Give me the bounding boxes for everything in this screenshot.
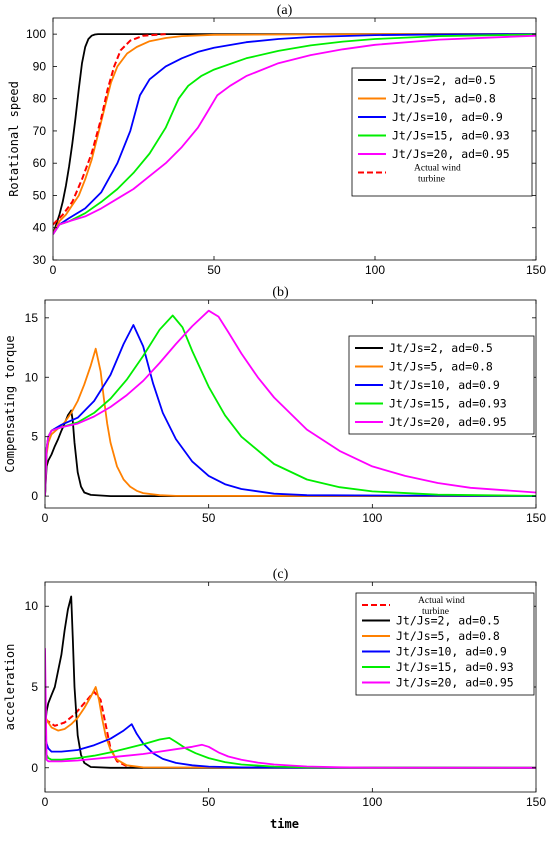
legend-label: Actual wind [414,164,461,174]
x-tick-label: 100 [362,511,382,525]
series-line [45,595,536,769]
legend: Jt/Js=2, ad=0.5 Jt/Js=5, ad=0.8 Jt/Js=10, … [351,67,533,197]
series-line [45,309,536,497]
y-tick-label: 30 [33,253,47,267]
y-tick-label: 60 [33,156,47,170]
panel-title: (a) [277,3,293,18]
y-tick-label: 40 [33,221,47,235]
y-tick-label: 10 [25,370,39,384]
x-tick-label: 0 [42,795,49,809]
legend-label: Jt/Js=20, ad=0.95 [392,147,510,161]
x-tick-label: 50 [207,263,221,277]
series-line [45,648,536,769]
series-line [53,34,536,235]
y-tick-label: 50 [33,188,47,202]
series-group [45,309,536,497]
x-tick-label: 0 [50,263,57,277]
y-tick-label: 15 [25,311,39,325]
chart-panel-0: (a) 0 50 100 150 30 40 50 60 70 80 90 100 Rotational … [7,3,546,277]
x-tick-label: 100 [365,263,385,277]
legend-label: Jt/Js=2, ad=0.5 [396,614,500,628]
plot-frame [44,299,537,509]
legend-label: Jt/Js=2, ad=0.5 [389,341,493,355]
y-tick-label: 0 [31,761,38,775]
x-tick-label: 150 [526,511,546,525]
legend: Jt/Js=2, ad=0.5 Jt/Js=5, ad=0.8 Jt/Js=10, … [348,335,535,435]
legend-label: Jt/Js=10, ad=0.9 [389,378,500,392]
series-group [45,595,536,769]
legend-label: Jt/Js=20, ad=0.95 [389,415,507,429]
legend-label: Jt/Js=20, ad=0.95 [396,676,514,690]
y-axis-label: Rotational speed [7,81,21,197]
x-tick-label: 100 [362,795,382,809]
y-tick-label: 80 [33,92,47,106]
x-tick-label: 50 [202,511,216,525]
series-line [53,33,536,235]
legend-label: Actual wind [418,596,465,606]
panel-title: (c) [273,567,289,582]
plot-frame [52,17,537,261]
x-tick-label: 50 [202,795,216,809]
y-tick-label: 100 [26,27,46,41]
series-line [45,347,536,497]
legend-label: Jt/Js=2, ad=0.5 [392,73,496,87]
y-tick-label: 0 [31,489,38,503]
legend-box [355,592,535,696]
legend-label: Jt/Js=10, ad=0.9 [392,110,503,124]
y-tick-label: 5 [31,430,38,444]
y-axis-label: acceleration [3,644,17,731]
y-tick-label: 10 [25,599,39,613]
y-tick-label: 70 [33,124,47,138]
x-tick-label: 150 [526,795,546,809]
chart-panel-2: (c) 0 50 100 150 0 5 10 acceleration time Actual w… [3,567,546,831]
legend-label: Jt/Js=15, ad=0.93 [392,129,510,143]
series-line [45,686,536,769]
legend-box [351,67,533,197]
legend-label-cont: turbine [418,175,445,185]
x-axis-label: time [270,817,299,831]
legend-label: Jt/Js=15, ad=0.93 [389,397,507,411]
x-tick-label: 0 [42,511,49,525]
series-group [53,33,536,235]
y-tick-label: 90 [33,59,47,73]
legend-label: Jt/Js=15, ad=0.93 [396,660,514,674]
series-line [45,690,144,769]
y-tick-label: 5 [31,680,38,694]
series-line [53,33,166,226]
legend-label-cont: turbine [422,607,449,617]
legend-label: Jt/Js=5, ad=0.8 [389,360,493,374]
legend-label: Jt/Js=10, ad=0.9 [396,645,507,659]
legend-label: Jt/Js=5, ad=0.8 [392,92,496,106]
series-line [45,409,536,497]
x-tick-label: 150 [526,263,546,277]
chart-panel-1: (b) 0 50 100 150 0 5 10 15 Compensating torque Jt/… [3,285,546,525]
series-line [53,33,536,235]
series-line [53,33,536,235]
y-axis-label: Compensating torque [3,335,17,472]
legend-label: Jt/Js=5, ad=0.8 [396,629,500,643]
panel-title: (b) [272,285,289,300]
series-line [45,723,536,769]
series-line [45,737,536,769]
series-line [53,33,536,235]
